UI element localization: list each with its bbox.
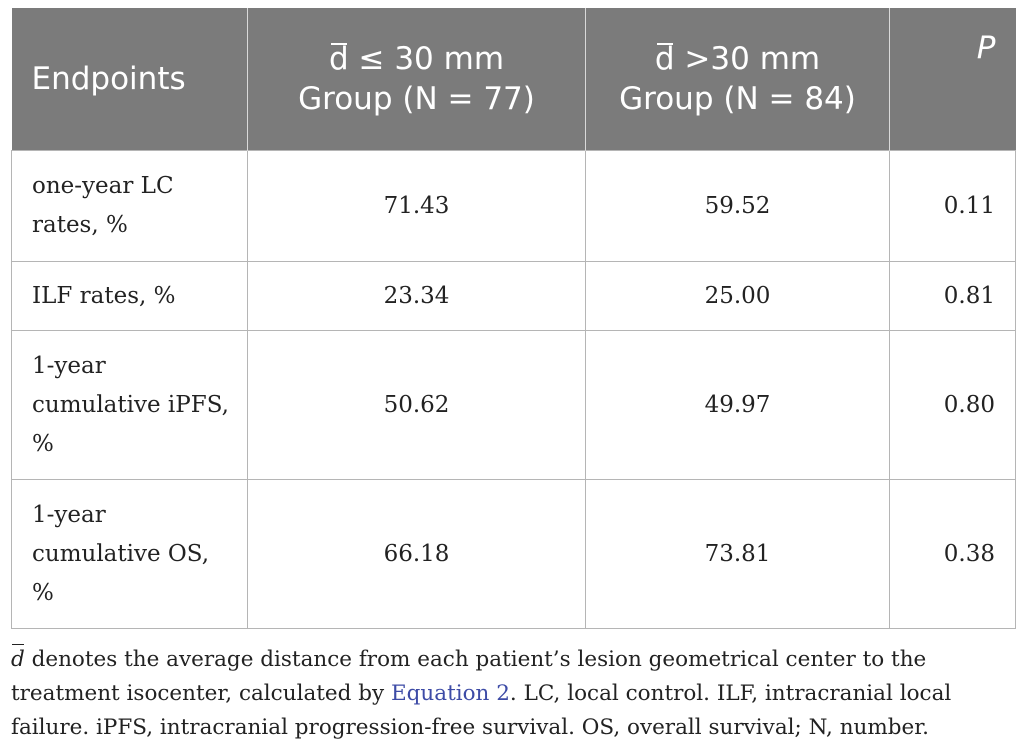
footnote-text-before-link: denotes the average distance from each p… bbox=[11, 647, 927, 706]
d-bar-symbol: d bbox=[328, 41, 349, 77]
header-group-1: d ≤ 30 mm Group (N = 77) bbox=[247, 8, 586, 151]
group-2-value: 73.81 bbox=[585, 479, 890, 629]
table-body: one-year LC rates, % 71.43 59.52 0.11 IL… bbox=[11, 150, 1016, 629]
group-1-value: 23.34 bbox=[247, 261, 586, 331]
p-value: 0.81 bbox=[889, 261, 1016, 331]
endpoint-cell: 1-year cumulative iPFS, % bbox=[11, 330, 248, 480]
group-1-value: 50.62 bbox=[247, 330, 586, 480]
table-document: Endpoints d ≤ 30 mm Group (N = 77) d >30… bbox=[11, 8, 1016, 745]
group-1-value: 71.43 bbox=[247, 150, 586, 262]
header-group-1-line1: ≤ 30 mm bbox=[348, 41, 505, 77]
d-bar-symbol: d bbox=[11, 643, 25, 677]
group-2-value: 59.52 bbox=[585, 150, 890, 262]
header-p-value: P bbox=[889, 8, 1016, 151]
table-row: 1-year cumulative iPFS, % 50.62 49.97 0.… bbox=[11, 330, 1016, 480]
endpoint-cell: one-year LC rates, % bbox=[11, 150, 248, 262]
table-row: ILF rates, % 23.34 25.00 0.81 bbox=[11, 261, 1016, 331]
table-footnote: d denotes the average distance from each… bbox=[11, 643, 1015, 745]
equation-link[interactable]: Equation 2 bbox=[390, 681, 510, 706]
endpoint-cell: 1-year cumulative OS, % bbox=[11, 479, 248, 629]
header-group-2: d >30 mm Group (N = 84) bbox=[585, 8, 890, 151]
endpoint-cell: ILF rates, % bbox=[11, 261, 248, 331]
d-bar-symbol: d bbox=[654, 41, 675, 77]
group-1-value: 66.18 bbox=[247, 479, 586, 629]
header-group-2-line2: Group (N = 84) bbox=[619, 81, 856, 117]
table-header: Endpoints d ≤ 30 mm Group (N = 77) d >30… bbox=[11, 8, 1016, 151]
table-row: one-year LC rates, % 71.43 59.52 0.11 bbox=[11, 150, 1016, 262]
endpoints-table: Endpoints d ≤ 30 mm Group (N = 77) d >30… bbox=[11, 8, 1016, 629]
header-row: Endpoints d ≤ 30 mm Group (N = 77) d >30… bbox=[11, 8, 1016, 151]
p-value: 0.38 bbox=[889, 479, 1016, 629]
header-group-2-line1: >30 mm bbox=[674, 41, 821, 77]
p-value: 0.11 bbox=[889, 150, 1016, 262]
group-2-value: 49.97 bbox=[585, 330, 890, 480]
header-endpoints: Endpoints bbox=[11, 8, 248, 151]
p-value: 0.80 bbox=[889, 330, 1016, 480]
table-row: 1-year cumulative OS, % 66.18 73.81 0.38 bbox=[11, 479, 1016, 629]
header-group-1-line2: Group (N = 77) bbox=[298, 81, 535, 117]
group-2-value: 25.00 bbox=[585, 261, 890, 331]
